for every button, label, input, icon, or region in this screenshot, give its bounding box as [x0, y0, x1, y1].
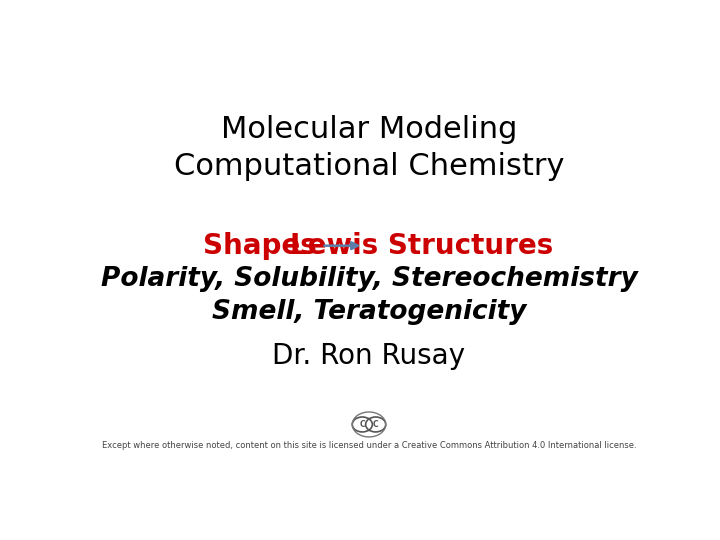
- Text: Except where otherwise noted, content on this site is licensed under a Creative : Except where otherwise noted, content on…: [102, 441, 636, 450]
- Text: C: C: [373, 420, 379, 429]
- Text: Polarity, Solubility, Stereochemistry
Smell, Teratogenicity: Polarity, Solubility, Stereochemistry Sm…: [101, 266, 637, 325]
- Text: Dr. Ron Rusay: Dr. Ron Rusay: [272, 342, 466, 370]
- Text: Lewis Structures: Lewis Structures: [290, 232, 554, 260]
- Text: Shapes: Shapes: [203, 232, 317, 260]
- Text: Molecular Modeling
Computational Chemistry: Molecular Modeling Computational Chemist…: [174, 115, 564, 181]
- Text: C: C: [359, 420, 365, 429]
